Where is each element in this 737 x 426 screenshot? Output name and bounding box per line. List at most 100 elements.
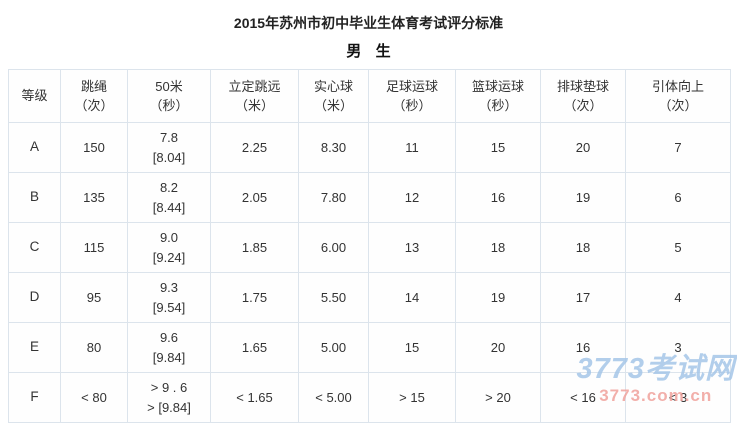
cell-volleyball-pass: 16	[540, 322, 626, 373]
cell-pull-up: 7	[625, 122, 731, 173]
header-line: 立定跳远	[228, 78, 281, 94]
grade-cell: C	[8, 222, 61, 273]
cell-50m: 9.3 [9.54]	[127, 272, 211, 323]
cell-football-dribble: > 15	[368, 372, 456, 423]
header-line: （米）	[313, 98, 353, 113]
header-line: 跳绳	[80, 78, 107, 94]
cell-line: 16	[490, 189, 506, 205]
cell-standing-long-jump: 1.75	[210, 272, 299, 323]
col-header-standing-long-jump: 立定跳远 （米）	[210, 69, 299, 123]
cell-50m: > 9 . 6 > [9.84]	[127, 372, 211, 423]
cell-volleyball-pass: 19	[540, 172, 626, 223]
cell-line: 9.0	[159, 230, 179, 245]
grade-cell: A	[8, 122, 61, 173]
cell-line: 16	[575, 339, 591, 355]
header-line: 排球垫球	[556, 78, 609, 94]
header-row: 等级 跳绳 （次） 50米 （秒） 立定跳远 （米） 实心球 （米） 足球运球 （秒） 篮…	[8, 69, 731, 123]
cell-line: 19	[490, 289, 506, 305]
cell-line: 9.3	[159, 280, 179, 295]
header-line: 50米	[155, 78, 183, 94]
header-line: （米）	[234, 98, 274, 113]
cell-volleyball-pass: < 16	[540, 372, 626, 423]
cell-solid-ball: 8.30	[298, 122, 369, 173]
grade-cell: F	[8, 372, 61, 423]
cell-standing-long-jump: 1.85	[210, 222, 299, 273]
cell-line: < 1.65	[236, 389, 273, 405]
header-line: 引体向上	[651, 78, 704, 94]
header-line: 足球运球	[385, 78, 438, 94]
cell-pull-up: 4	[625, 272, 731, 323]
page-title: 2015年苏州市初中毕业生体育考试评分标准	[233, 15, 504, 31]
header-line: （秒）	[149, 98, 189, 113]
header-line: 实心球	[313, 78, 353, 94]
cell-line: < 80	[81, 389, 107, 405]
cell-50m: 7.8 [8.04]	[127, 122, 211, 173]
cell-line: 17	[575, 289, 591, 305]
table-row: E 80 9.6 [9.84] 1.65 5.00 15 20 16 3	[8, 322, 731, 373]
cell-line: 5	[674, 239, 682, 255]
cell-pull-up: 6	[625, 172, 731, 223]
cell-line: 13	[404, 239, 420, 255]
header-line: （秒）	[392, 98, 432, 113]
cell-line: 3	[674, 339, 682, 355]
cell-line: 7.80	[320, 189, 347, 205]
cell-line: > 15	[399, 389, 425, 405]
col-header-grade: 等级	[8, 69, 61, 123]
cell-solid-ball: 5.50	[298, 272, 369, 323]
table-row: A 150 7.8 [8.04] 2.25 8.30 11 15 20 7	[8, 122, 731, 173]
cell-line: 15	[490, 139, 506, 155]
cell-line: < 16	[570, 389, 596, 405]
col-header-basketball-dribble: 篮球运球 （秒）	[455, 69, 541, 123]
cell-football-dribble: 15	[368, 322, 456, 373]
cell-line: 1.85	[241, 239, 268, 255]
header-line: 篮球运球	[471, 78, 524, 94]
cell-pull-up: 3	[625, 322, 731, 373]
cell-basketball-dribble: 15	[455, 122, 541, 173]
cell-line: 8.2	[159, 180, 179, 195]
col-header-solid-ball: 实心球 （米）	[298, 69, 369, 123]
table-row: D 95 9.3 [9.54] 1.75 5.50 14 19 17 4	[8, 272, 731, 323]
table-row: B 135 8.2 [8.44] 2.05 7.80 12 16 19 6	[8, 172, 731, 223]
cell-standing-long-jump: 2.05	[210, 172, 299, 223]
cell-line: 4	[674, 289, 682, 305]
header-line: 等级	[21, 88, 48, 104]
cell-line: 1.65	[241, 339, 268, 355]
cell-line: 8.30	[320, 139, 347, 155]
cell-volleyball-pass: 17	[540, 272, 626, 323]
cell-jump-rope: 135	[60, 172, 128, 223]
cell-line: 135	[83, 189, 105, 205]
cell-volleyball-pass: 20	[540, 122, 626, 173]
cell-solid-ball: 6.00	[298, 222, 369, 273]
cell-line: < 5.00	[315, 389, 352, 405]
grade-cell: E	[8, 322, 61, 373]
cell-standing-long-jump: < 1.65	[210, 372, 299, 423]
cell-line: 18	[575, 239, 591, 255]
cell-line: [9.84]	[152, 349, 186, 365]
table-row: C 115 9.0 [9.24] 1.85 6.00 13 18 18 5	[8, 222, 731, 273]
cell-line: 5.50	[320, 289, 347, 305]
cell-line: [9.24]	[152, 249, 186, 265]
col-header-volleyball-pass: 排球垫球 （次）	[540, 69, 626, 123]
cell-basketball-dribble: 18	[455, 222, 541, 273]
col-header-jump-rope: 跳绳 （次）	[60, 69, 128, 123]
cell-jump-rope: 115	[60, 222, 128, 273]
header-line: （次）	[658, 98, 698, 113]
grade-cell: B	[8, 172, 61, 223]
cell-50m: 8.2 [8.44]	[127, 172, 211, 223]
cell-line: 80	[86, 339, 102, 355]
header-line: （次）	[563, 98, 603, 113]
cell-line: 6.00	[320, 239, 347, 255]
cell-standing-long-jump: 2.25	[210, 122, 299, 173]
cell-line: 11	[405, 139, 419, 155]
cell-volleyball-pass: 18	[540, 222, 626, 273]
cell-line: [9.54]	[152, 299, 186, 315]
cell-football-dribble: 14	[368, 272, 456, 323]
gender-subtitle: 男 生	[346, 43, 391, 60]
cell-pull-up: 5	[625, 222, 731, 273]
cell-jump-rope: < 80	[60, 372, 128, 423]
cell-jump-rope: 80	[60, 322, 128, 373]
col-header-football-dribble: 足球运球 （秒）	[368, 69, 456, 123]
cell-basketball-dribble: 20	[455, 322, 541, 373]
cell-standing-long-jump: 1.65	[210, 322, 299, 373]
cell-line: 15	[404, 339, 420, 355]
